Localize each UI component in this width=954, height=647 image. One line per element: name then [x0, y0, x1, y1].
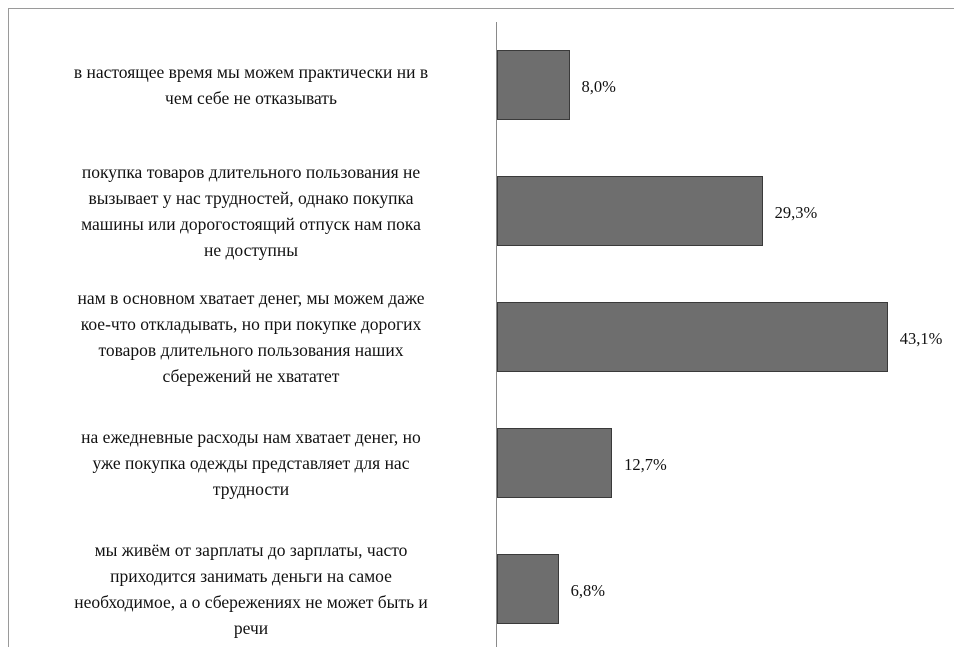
category-label: покупка товаров длительного пользования … — [81, 162, 421, 260]
value-label: 43,1% — [899, 329, 943, 348]
bar — [497, 50, 570, 120]
value-label: 29,3% — [774, 203, 818, 222]
value-label: 8,0% — [581, 77, 616, 96]
bar — [497, 302, 888, 372]
category-label: мы живём от зарплаты до зарплаты, часто … — [74, 540, 428, 638]
category-label: нам в основном хватает денег, мы можем д… — [77, 288, 425, 386]
category-axis — [496, 22, 497, 647]
chart-frame — [8, 8, 954, 647]
value-label: 12,7% — [624, 455, 667, 474]
bar — [497, 176, 763, 246]
category-label: на ежедневные расходы нам хватает денег,… — [81, 427, 421, 499]
category-label: в настоящее время мы можем практически н… — [73, 62, 429, 108]
bar — [497, 428, 613, 498]
value-label: 6,8% — [570, 581, 606, 600]
bar — [497, 554, 559, 624]
